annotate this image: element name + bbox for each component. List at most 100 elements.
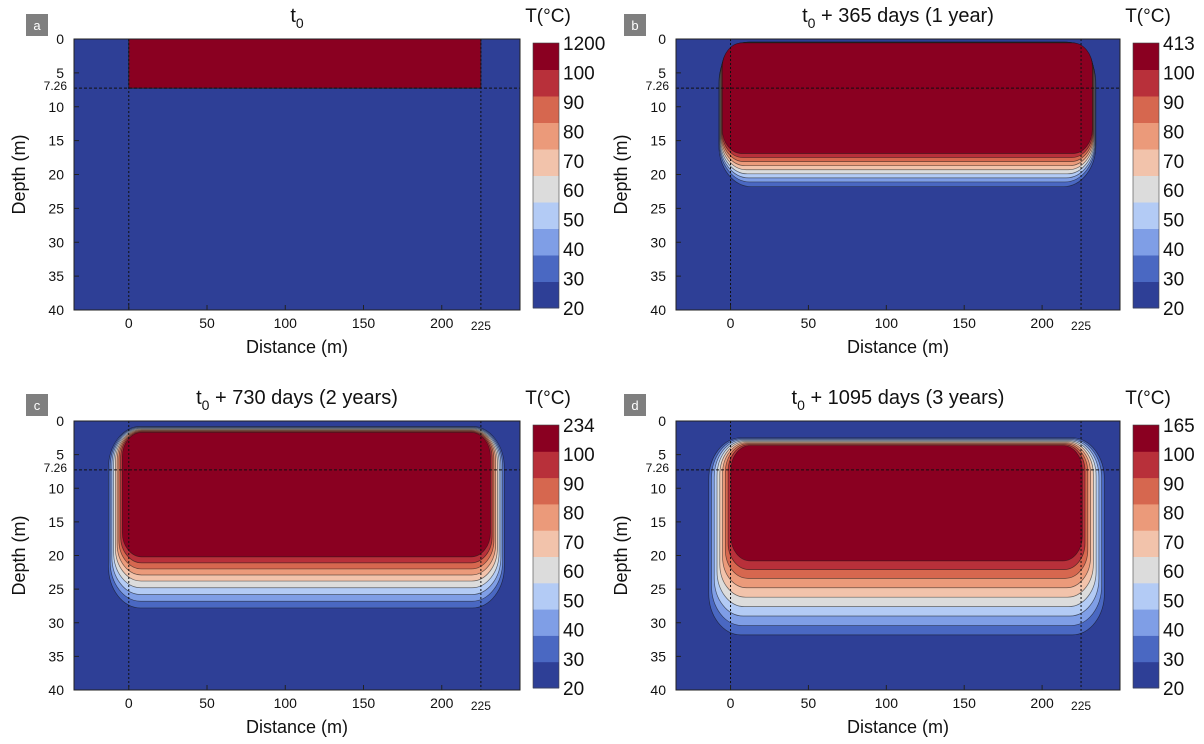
panel-letter: d: [631, 398, 638, 413]
colorbar-tick-label: 80: [563, 122, 584, 143]
colorbar-tick-label: 50: [563, 591, 584, 612]
y-tick-label: 0: [658, 31, 666, 47]
colorbar-tick-label: 100: [1163, 63, 1195, 84]
colorbar-tick-label: 30: [1163, 650, 1184, 671]
colorbar-swatch: [1133, 530, 1159, 557]
colorbar-tick-label: 80: [1163, 122, 1184, 143]
x-tick-label-extra: 225: [1071, 699, 1091, 713]
x-tick-label: 0: [125, 695, 133, 711]
colorbar-swatch: [1133, 149, 1159, 176]
colorbar-swatch: [1133, 96, 1159, 123]
colorbar-tick-label: 70: [563, 533, 584, 554]
x-tick-label: 150: [352, 315, 376, 331]
colorbar-label: T(°C): [1125, 6, 1171, 27]
x-tick-label: 200: [430, 695, 454, 711]
colorbar-swatch: [533, 281, 559, 309]
panel-c: 0 50 100 150 200 225 0 5 10 15 20 25 30 35 40 7.26 Dista…: [9, 387, 595, 737]
x-tick-label: 100: [875, 315, 899, 331]
y-tick-label: 15: [650, 514, 666, 530]
colorbar-swatch: [533, 635, 559, 663]
colorbar-d: T(°C) 20 30 40 50 60 70 80 90 100 165: [1125, 388, 1195, 700]
y-tick-label-extra: 7.26: [646, 461, 670, 475]
colorbar-tick-label: 90: [1163, 474, 1184, 495]
y-tick-label-extra: 7.26: [44, 79, 68, 93]
panel-badge-a: a: [26, 14, 48, 36]
y-tick-label: 20: [48, 548, 64, 564]
colorbar-swatch: [1133, 609, 1159, 636]
y-tick-label: 15: [650, 133, 666, 149]
colorbar-swatch: [1133, 122, 1159, 150]
colorbar-tick-label: 100: [563, 63, 595, 84]
y-tick-label: 25: [48, 200, 64, 216]
x-tick-label: 200: [430, 315, 454, 331]
colorbar-tick-label: 60: [1163, 562, 1184, 583]
colorbar-tick-label: 90: [1163, 93, 1184, 114]
colorbar-tick-label: 40: [1163, 621, 1184, 642]
colorbar-label: T(°C): [525, 388, 571, 409]
panel-letter: b: [631, 18, 638, 33]
panel-letter: c: [34, 398, 41, 413]
x-axis-label: Distance (m): [847, 717, 949, 737]
colorbar-swatch: [1133, 661, 1159, 689]
y-tick-label: 30: [650, 615, 666, 631]
colorbar-tick-label: 50: [1163, 591, 1184, 612]
colorbar-tick-label: 90: [563, 93, 584, 114]
colorbar-tick-label: 70: [563, 152, 584, 173]
panel-badge-d: d: [624, 394, 646, 416]
isotherm-100: [121, 432, 491, 558]
y-tick-label: 40: [48, 302, 64, 318]
colorbar-tick-label: 90: [563, 474, 584, 495]
colorbar-tick-label: 40: [1163, 240, 1184, 261]
panel-title: t0 + 365 days (1 year): [802, 5, 994, 31]
isotherm-max: [128, 39, 482, 89]
panel-title: t0: [290, 5, 304, 31]
x-tick-label: 50: [801, 695, 817, 711]
y-tick-label: 35: [48, 648, 64, 664]
heatmap-field: [676, 421, 1120, 690]
y-tick-label: 25: [650, 581, 666, 597]
y-tick-label: 10: [650, 480, 666, 496]
y-tick-label: 25: [48, 581, 64, 597]
y-tick-label: 25: [650, 200, 666, 216]
colorbar-swatch: [533, 582, 559, 610]
colorbar-swatch: [1133, 503, 1159, 531]
y-tick-label: 5: [658, 447, 666, 463]
x-tick-label: 0: [727, 695, 735, 711]
colorbar-swatch: [1133, 69, 1159, 97]
colorbar-a: T(°C) 20 30 40 50 60 70 80 90 100 1200: [525, 6, 605, 320]
colorbar-swatch: [533, 609, 559, 636]
colorbar-tick-label: 234: [563, 416, 595, 437]
x-tick-label: 200: [1030, 695, 1054, 711]
colorbar-tick-label: 60: [1163, 181, 1184, 202]
x-tick-label: 150: [953, 315, 977, 331]
colorbar-tick-label: 20: [1163, 679, 1184, 700]
colorbar-label: T(°C): [1125, 388, 1171, 409]
colorbar-tick-label: 40: [563, 240, 584, 261]
x-tick-label: 0: [125, 315, 133, 331]
y-tick-label: 40: [650, 302, 666, 318]
y-tick-label: 0: [56, 31, 64, 47]
heatmap-field: [676, 39, 1120, 310]
panel-title: t0 + 730 days (2 years): [196, 387, 398, 413]
panel-b: 0 50 100 150 200 225 0 5 10 15 20 25 30 35 40 7.26 Dista…: [611, 5, 1195, 357]
colorbar-swatch: [1133, 202, 1159, 229]
x-tick-label: 50: [199, 315, 215, 331]
colorbar-tick-label: 30: [563, 650, 584, 671]
y-axis-label: Depth (m): [9, 134, 29, 214]
colorbar-swatch: [1133, 582, 1159, 610]
colorbar-swatch: [533, 228, 559, 256]
colorbar-c: T(°C) 20 30 40 50 60 70 80 90 100 234: [525, 388, 595, 700]
colorbar-frame: [1132, 42, 1160, 309]
y-tick-label: 5: [658, 65, 666, 81]
colorbar-frame: [1132, 424, 1160, 689]
colorbar-swatch: [1133, 43, 1159, 70]
colorbar-tick-label: 70: [1163, 533, 1184, 554]
colorbar-frame: [532, 42, 560, 309]
x-axis-label: Distance (m): [246, 717, 348, 737]
colorbar-tick-label: 60: [563, 181, 584, 202]
colorbar-swatch: [533, 451, 559, 479]
y-tick-label: 30: [48, 615, 64, 631]
y-axis-label: Depth (m): [611, 515, 631, 595]
y-tick-label: 30: [48, 234, 64, 250]
colorbar-swatch: [1133, 228, 1159, 256]
